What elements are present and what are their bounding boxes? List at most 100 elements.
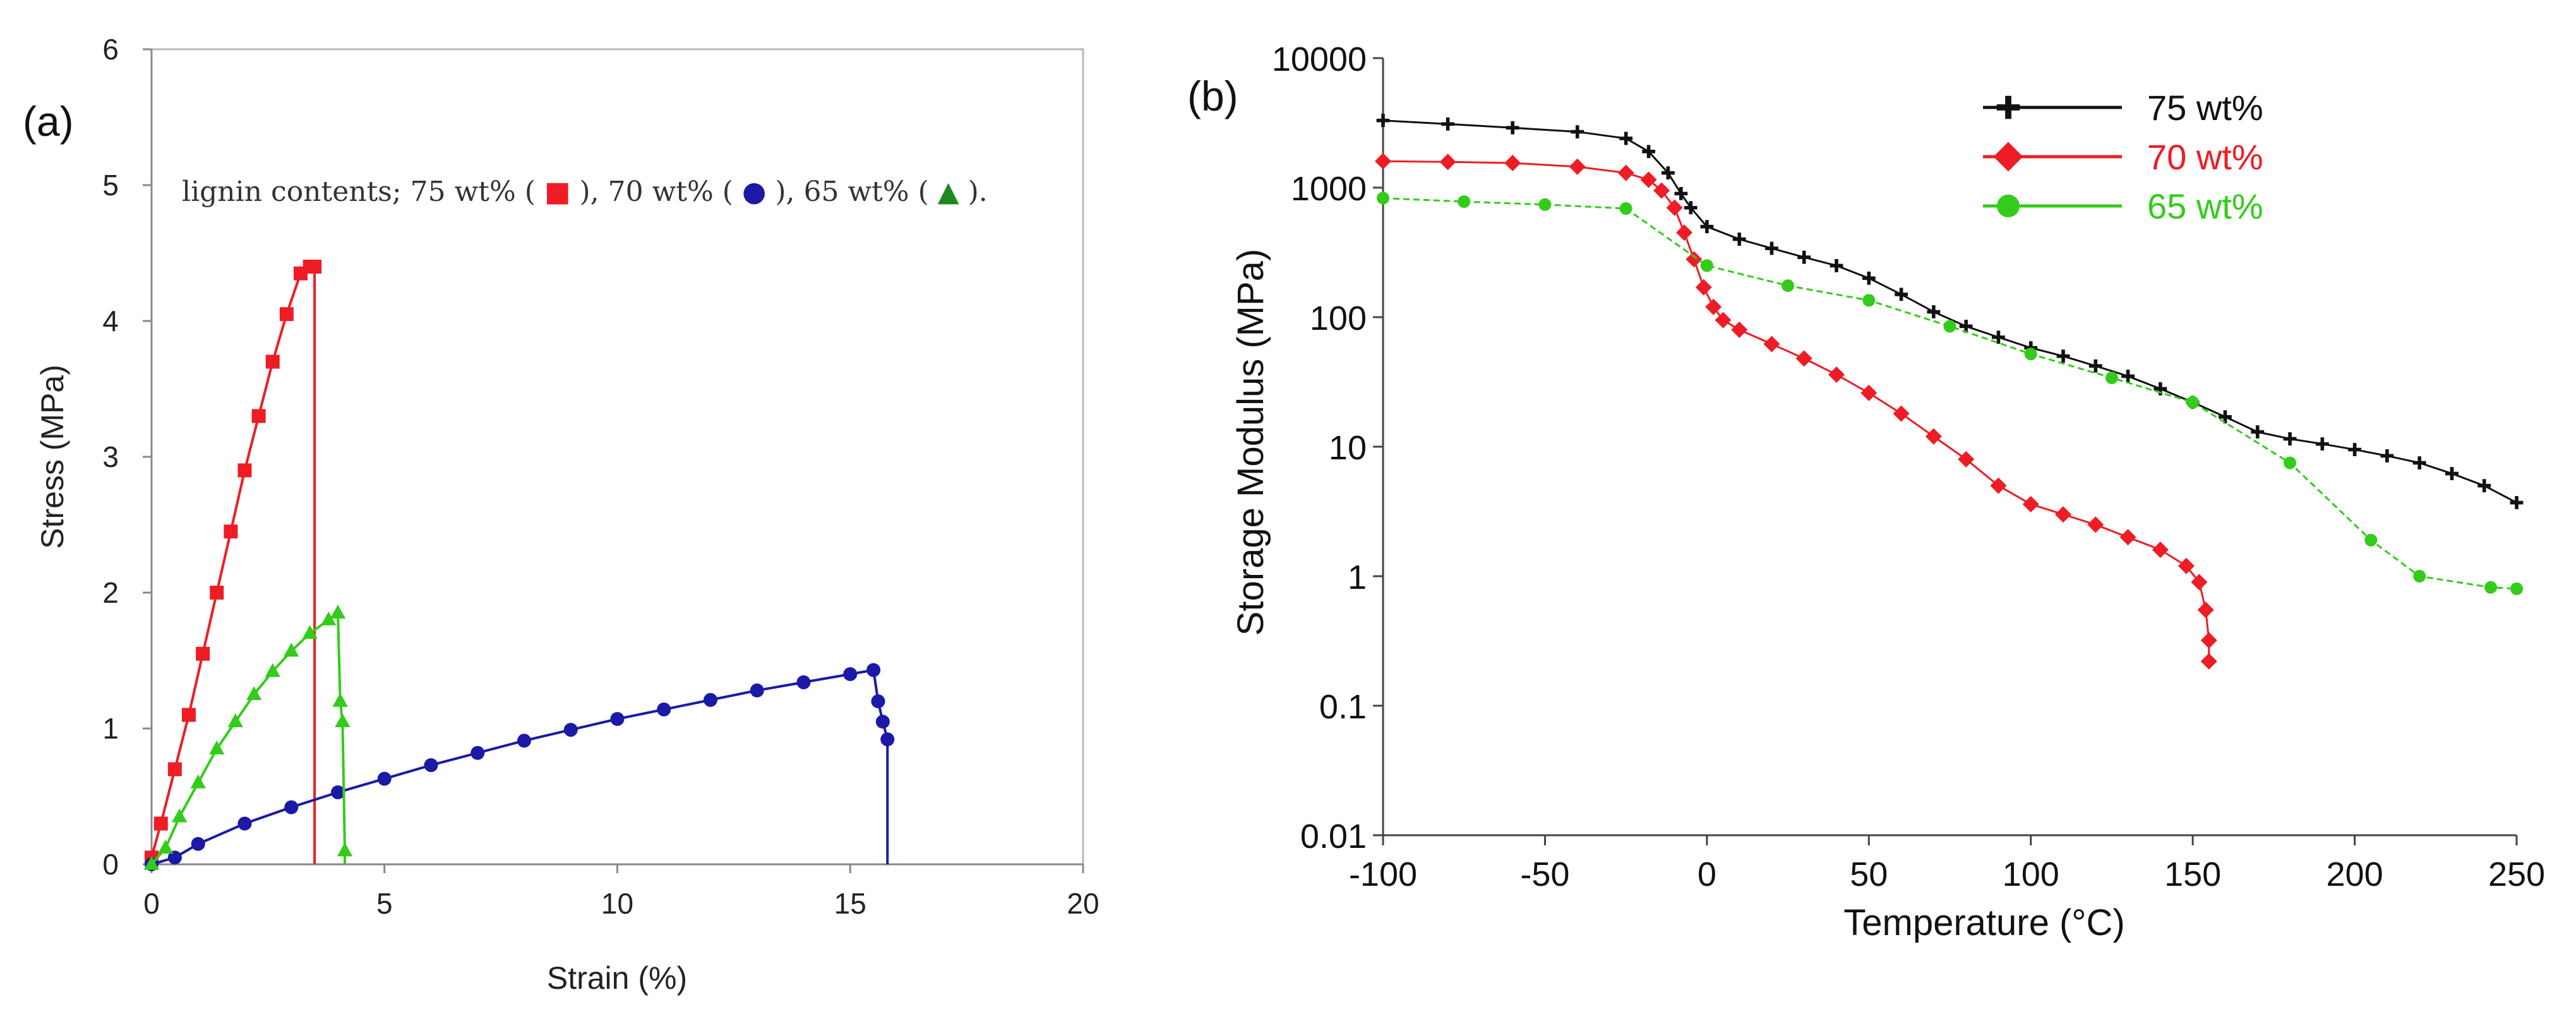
panel-b-legend-label: 65 wt%	[2147, 186, 2263, 226]
panel-b-data-point	[2056, 349, 2070, 363]
panel-b-data-point	[1765, 241, 1778, 255]
panel-b-data-point	[2200, 653, 2217, 670]
panel-b-data-point	[2315, 437, 2329, 451]
panel-b-data-point	[2191, 574, 2208, 591]
panel-a-data-point	[875, 715, 890, 729]
panel-a-data-point	[251, 409, 266, 423]
panel-b-data-point	[1684, 201, 1698, 215]
panel-b-data-point	[1675, 224, 1692, 241]
panel-b-data-point	[1990, 477, 2007, 494]
panel-b-data-point	[1927, 305, 1941, 318]
panel-b-data-point	[1797, 250, 1811, 264]
panel-a-data-point	[750, 683, 764, 698]
panel-b-y-tick-label: 100	[1310, 299, 1367, 337]
panel-b-data-point	[1862, 271, 1876, 285]
panel-b-data-point	[1504, 154, 1521, 171]
panel-a-data-point	[610, 711, 625, 726]
panel-b-data-point	[2186, 396, 2200, 409]
panel-b-data-point	[1375, 153, 1391, 170]
panel-b-data-point	[1700, 220, 1714, 234]
panel-a-data-point	[796, 675, 811, 689]
panel-b-data-point	[2121, 370, 2135, 383]
panel-a-data-point	[237, 816, 252, 831]
panel-a-data-point	[308, 260, 322, 274]
panel-b-x-axis-title: Temperature (°C)	[1843, 902, 2124, 943]
panel-a-data-point	[880, 732, 895, 747]
panel-b: (b) -100 -50 0 50 100 150 200 250 0.01 0.1 1 10 100 1…	[1187, 40, 2545, 943]
panel-b-data-point	[1441, 117, 1454, 131]
panel-b-tick-labels: -100 -50 0 50 100 150 200 250 0.01 0.1 1 10 100 1000 1…	[1272, 40, 2545, 893]
panel-b-data-point	[1732, 233, 1746, 246]
panel-b-data-point	[2348, 443, 2361, 456]
panel-b-data-point	[2219, 410, 2232, 424]
panel-a-legend-text: lignin contents; 75 wt% ( ■ ), 70 wt% ( …	[182, 176, 988, 208]
panel-b-y-tick-label: 1	[1348, 559, 1367, 596]
panel-b-data-point	[1992, 330, 2005, 344]
panel-a-data-point	[265, 354, 280, 369]
panel-a-data-point	[424, 758, 438, 773]
panel-a-data-point	[284, 800, 299, 814]
panel-b-data-point	[2412, 456, 2426, 470]
panel-a-data-point	[265, 663, 280, 677]
panel-b-data-point	[1828, 366, 1845, 383]
panel-b-data-point	[1695, 279, 1712, 296]
panel-b-data-point	[1640, 171, 1657, 188]
panel-b-y-tick-label: 0.01	[1300, 818, 1367, 855]
panel-b-data-point	[2055, 506, 2071, 523]
panel-b-y-tick-label: 1000	[1291, 170, 1367, 208]
panel-a-plot-frame	[150, 48, 1084, 866]
panel-b-data-point	[2477, 479, 2491, 493]
panel-b-data-point	[2200, 632, 2217, 649]
panel-a-data-point	[337, 842, 353, 857]
panel-a-series-group	[143, 260, 895, 871]
legend-a-suffix: ).	[968, 176, 988, 208]
panel-b-data-point	[2380, 449, 2394, 462]
panel-b-data-point	[1439, 154, 1456, 171]
panel-b-data-point	[2087, 516, 2104, 533]
legend-a-marker-75: ■	[544, 176, 571, 208]
panel-b-data-point	[2484, 581, 2497, 594]
panel-b-data-point	[1686, 251, 1703, 268]
panel-b-data-point	[1674, 186, 1688, 200]
panel-b-data-point	[1700, 259, 1713, 272]
panel-a-data-point	[167, 762, 182, 776]
panel-a-data-point	[209, 740, 225, 755]
panel-a-data-point	[196, 646, 210, 661]
panel-b-x-tick-label: 0	[1698, 855, 1716, 893]
legend-a-marker-65: ▲	[938, 176, 959, 208]
panel-b-data-point	[2088, 359, 2102, 373]
panel-b-data-point	[2152, 541, 2169, 559]
panel-b-legend-label: 70 wt%	[2147, 137, 2263, 177]
panel-b-data-point	[1895, 287, 1908, 301]
panel-b-legend: 75 wt% 70 wt% 65 wt%	[1983, 88, 2263, 226]
panel-b-data-point	[2251, 425, 2265, 439]
panel-a-y-tick-label: 1	[102, 712, 119, 745]
panel-b-data-point	[1782, 279, 1795, 293]
panel-a-data-point	[704, 692, 717, 707]
panel-a-data-point	[182, 708, 196, 722]
panel-b-x-tick-label: -50	[1520, 855, 1569, 893]
panel-a-x-tick-label: 0	[143, 887, 160, 920]
panel-b-legend-label: 75 wt%	[2147, 88, 2263, 128]
panel-a-data-point	[563, 723, 578, 737]
panel-b-data-point	[1893, 405, 1910, 422]
panel-a-data-point	[172, 808, 188, 823]
panel-b-data-point	[1860, 384, 1878, 401]
panel-b-legend-marker	[1997, 195, 2020, 217]
panel-b-series-line-70wt	[1382, 160, 2210, 662]
panel-a-data-point	[866, 663, 881, 677]
panel-b-data-point	[2283, 432, 2297, 445]
panel-b-y-axis-title: Storage Modulus (MPa)	[1230, 249, 1271, 636]
panel-b-data-point	[1958, 450, 1975, 468]
panel-b-data-point	[1715, 311, 1732, 329]
panel-b-label: (b)	[1187, 73, 1238, 119]
panel-b-data-point	[1619, 202, 1632, 215]
panel-a-data-point	[377, 771, 392, 786]
panel-b-data-point	[1619, 131, 1633, 145]
panel-a-data-point	[284, 643, 299, 657]
panel-b-data-point	[2024, 347, 2037, 361]
panel-a-data-point	[224, 524, 238, 539]
panel-b-x-tick-label: 100	[2003, 855, 2059, 893]
panel-b-data-point	[1458, 195, 1471, 208]
